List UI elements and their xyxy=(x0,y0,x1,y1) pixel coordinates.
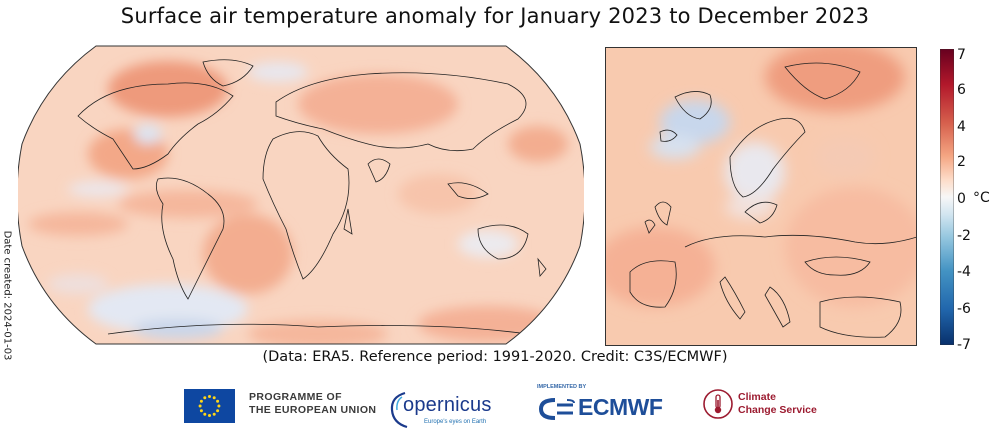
europe-anomaly-field xyxy=(605,47,917,346)
colorbar-tick: 0 xyxy=(957,191,966,207)
copernicus-name: opernicus xyxy=(403,394,492,416)
colorbar-tick: -7 xyxy=(957,337,971,353)
copernicus-logo-icon xyxy=(390,391,408,429)
global-anomaly-map xyxy=(18,45,584,345)
colorbar-tick: -2 xyxy=(957,228,971,244)
data-credit: (Data: ERA5. Reference period: 1991-2020… xyxy=(262,349,728,365)
europe-anomaly-map xyxy=(605,47,917,346)
eu-programme-label: PROGRAMME OF THE EUROPEAN UNION xyxy=(249,391,377,416)
colorbar-tick: 4 xyxy=(957,119,966,135)
colorbar-tick: 2 xyxy=(957,154,966,170)
c3s-thermometer-icon xyxy=(703,389,733,419)
colorbar-tick: -4 xyxy=(957,264,971,280)
colorbar-unit: °C xyxy=(973,190,990,206)
europe-coastlines xyxy=(629,62,917,338)
world-anomaly-field xyxy=(18,46,584,344)
logo-bar: PROGRAMME OF THE EUROPEAN UNION opernicu… xyxy=(0,375,1000,435)
world-coastlines xyxy=(77,59,547,335)
page-title: Surface air temperature anomaly for Janu… xyxy=(120,4,870,28)
date-created-label: Date created: 2024-01-03 xyxy=(1,230,13,361)
ecmwf-mark-icon xyxy=(538,398,575,420)
colorbar-tick: -6 xyxy=(957,301,971,317)
colorbar xyxy=(940,49,954,345)
copernicus-tagline: Europe's eyes on Earth xyxy=(424,419,487,425)
colorbar-tick: 6 xyxy=(957,82,966,98)
implemented-by-label: IMPLEMENTED BY xyxy=(537,384,587,390)
ecmwf-name: ECMWF xyxy=(578,394,663,420)
c3s-label: Climate Change Service xyxy=(738,391,817,416)
eu-flag-icon xyxy=(184,389,235,423)
colorbar-tick: 7 xyxy=(957,47,966,63)
